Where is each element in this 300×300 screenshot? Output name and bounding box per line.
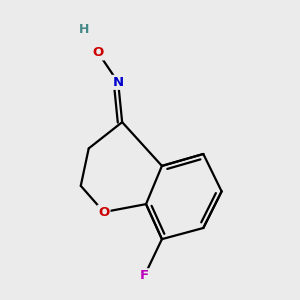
Text: F: F [140, 269, 149, 282]
Text: N: N [112, 76, 124, 89]
Text: O: O [93, 46, 104, 59]
Text: O: O [98, 206, 110, 219]
Text: H: H [79, 22, 89, 35]
